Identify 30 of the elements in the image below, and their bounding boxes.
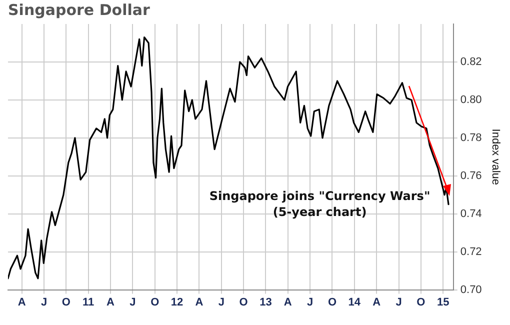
annotation: Singapore joins "Currency Wars" (5-year chart) <box>209 188 430 219</box>
x-tick-label: J <box>307 296 314 308</box>
x-tick-label: 11 <box>82 296 94 308</box>
x-tick-label: O <box>239 296 248 308</box>
x-tick-label: 15 <box>436 296 450 308</box>
x-tick-label: O <box>150 296 160 308</box>
x-tick-label: A <box>106 296 115 308</box>
y-tick-label: 0.74 <box>460 208 482 220</box>
y-tick-label: 0.78 <box>460 132 482 144</box>
x-tick-label: A <box>195 296 204 308</box>
x-tick-label: O <box>328 296 337 308</box>
x-tick-label: J <box>40 296 48 308</box>
y-tick-label: 0.80 <box>460 94 482 106</box>
y-tick-label: 0.82 <box>460 56 482 68</box>
x-tick-label: A <box>18 296 26 308</box>
x-tick-label: O <box>62 296 71 308</box>
x-tick-label: O <box>416 296 426 308</box>
y-tick-label: 0.72 <box>460 246 482 258</box>
x-tick-label: A <box>284 296 292 308</box>
x-tick-label: 12 <box>170 296 184 308</box>
x-tick-label: A <box>372 296 381 308</box>
x-tick-label: J <box>130 296 136 308</box>
y-tick-label: 0.70 <box>460 284 482 296</box>
x-tick-label: J <box>396 296 402 308</box>
y-axis-title: Index value <box>489 128 502 186</box>
x-tick-label: J <box>218 296 224 308</box>
x-tick-label: 14 <box>348 296 362 308</box>
chart-title: Singapore Dollar <box>8 0 150 19</box>
y-tick-label: 0.76 <box>460 170 482 182</box>
x-tick-label: 13 <box>260 296 272 308</box>
